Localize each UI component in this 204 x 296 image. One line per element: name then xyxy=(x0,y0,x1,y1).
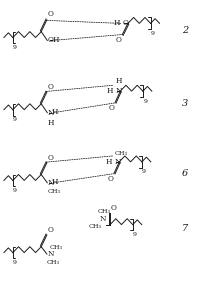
Text: H: H xyxy=(48,118,54,126)
Text: N: N xyxy=(48,109,54,117)
Text: O: O xyxy=(122,19,128,27)
Text: 9: 9 xyxy=(13,188,17,193)
Text: N: N xyxy=(115,87,122,95)
Text: O: O xyxy=(48,226,54,234)
Text: H: H xyxy=(52,36,59,44)
Text: 9: 9 xyxy=(13,117,17,122)
Text: CH₃: CH₃ xyxy=(114,151,127,156)
Text: 9: 9 xyxy=(133,232,137,237)
Text: N: N xyxy=(114,158,121,166)
Text: 7: 7 xyxy=(182,224,188,233)
Text: N: N xyxy=(47,250,54,258)
Text: O: O xyxy=(48,10,54,18)
Text: 9: 9 xyxy=(13,260,17,265)
Text: O: O xyxy=(48,36,54,44)
Text: CH₃: CH₃ xyxy=(98,209,111,214)
Text: 9: 9 xyxy=(142,169,146,174)
Text: 3: 3 xyxy=(182,99,188,108)
Text: N: N xyxy=(99,215,106,223)
Text: H: H xyxy=(114,19,120,27)
Text: 9: 9 xyxy=(13,45,17,50)
Text: H: H xyxy=(52,108,58,116)
Text: H: H xyxy=(105,158,112,166)
Text: O: O xyxy=(116,36,121,44)
Text: CH₃: CH₃ xyxy=(47,260,60,265)
Text: O: O xyxy=(109,104,114,112)
Text: O: O xyxy=(111,204,116,212)
Text: 6: 6 xyxy=(182,169,188,178)
Text: CH₃: CH₃ xyxy=(48,189,61,194)
Text: O: O xyxy=(48,154,54,162)
Text: N: N xyxy=(48,179,54,187)
Text: CH₃: CH₃ xyxy=(50,244,62,250)
Text: H: H xyxy=(52,178,58,186)
Text: 9: 9 xyxy=(143,99,147,104)
Text: H: H xyxy=(106,87,113,95)
Text: O: O xyxy=(48,83,54,91)
Text: CH₃: CH₃ xyxy=(89,224,102,229)
Text: O: O xyxy=(108,175,113,183)
Text: 9: 9 xyxy=(151,31,155,36)
Text: H: H xyxy=(116,77,122,85)
Text: 2: 2 xyxy=(182,26,188,35)
